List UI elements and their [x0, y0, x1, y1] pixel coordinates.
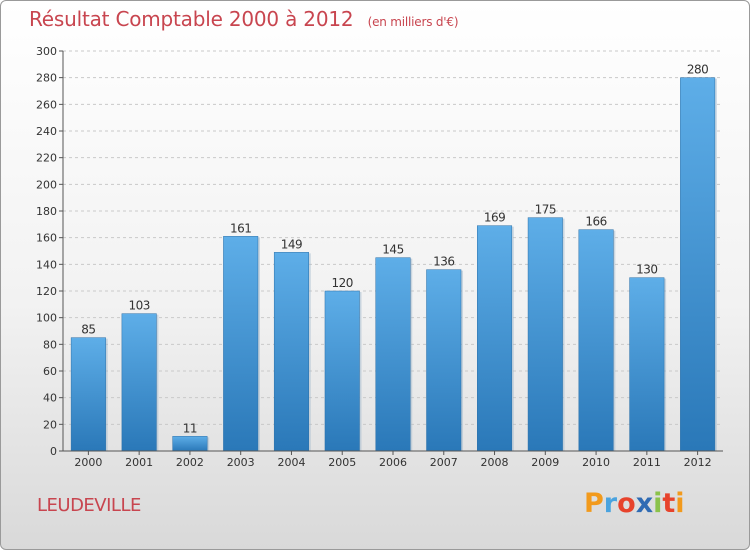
x-tick-label: 2011 — [633, 456, 661, 469]
x-tick-label: 2003 — [227, 456, 255, 469]
x-tick-label: 2001 — [125, 456, 153, 469]
bar-2012 — [680, 77, 716, 452]
x-tick-label: 2000 — [74, 456, 102, 469]
x-tick-label: 2008 — [481, 456, 509, 469]
logo-letter: x — [635, 488, 654, 519]
y-tick-label: 80 — [43, 338, 57, 351]
y-tick-label: 180 — [36, 205, 57, 218]
x-tick-label: 2010 — [582, 456, 610, 469]
bar-2002 — [172, 436, 208, 452]
bar-2003 — [223, 236, 259, 452]
bar-value-label: 136 — [433, 255, 454, 269]
x-tick-label: 2007 — [430, 456, 458, 469]
bar-value-label: 149 — [281, 237, 302, 251]
bar-value-label: 120 — [332, 276, 353, 290]
bar-2000 — [70, 337, 106, 452]
bar-2005 — [324, 290, 360, 452]
logo-letter: o — [617, 488, 636, 519]
chart-title-text: Résultat Comptable 2000 à 2012 — [29, 7, 354, 31]
y-tick-label: 300 — [36, 45, 57, 58]
bar-2007 — [426, 269, 462, 452]
bar-value-label: 280 — [687, 63, 708, 77]
y-axis: 0 20 40 60 80 100 120 140 160 180 200 220 240 260 280 3… — [36, 45, 64, 458]
bar-value-label: 11 — [183, 421, 197, 435]
y-tick-label: 120 — [36, 285, 57, 298]
bar-2011 — [629, 277, 665, 452]
x-tick-label: 2012 — [684, 456, 712, 469]
x-axis: 2000 2001 2002 2003 2004 2005 2006 2007 2008 2009… — [63, 450, 723, 469]
bar-2009 — [527, 217, 563, 452]
y-tick-label: 40 — [43, 392, 57, 405]
bar-value-label: 130 — [636, 263, 657, 277]
chart-title: Résultat Comptable 2000 à 2012 (en milli… — [29, 7, 459, 31]
bar-value-label: 161 — [230, 221, 251, 235]
bar-2004 — [273, 252, 309, 452]
y-tick-label: 220 — [36, 152, 57, 165]
bar-2001 — [121, 313, 157, 452]
x-tick-label: 2005 — [328, 456, 356, 469]
chart-subtitle: (en milliers d'€) — [367, 15, 459, 29]
y-tick-label: 200 — [36, 178, 57, 191]
bars: 85 103 11 161 149 120 145 136 169 175 166 130 280 — [70, 63, 717, 452]
bar-2006 — [375, 257, 411, 452]
bar-value-label: 169 — [484, 211, 505, 225]
y-tick-label: 100 — [36, 312, 57, 325]
y-tick-label: 280 — [36, 72, 57, 85]
y-tick-label: 0 — [50, 445, 57, 458]
x-tick-label: 2004 — [277, 456, 305, 469]
logo-letter: r — [603, 488, 618, 519]
logo-letter: P — [584, 488, 604, 519]
y-tick-label: 260 — [36, 98, 57, 111]
place-name: LEUDEVILLE — [37, 495, 141, 516]
y-tick-label: 160 — [36, 232, 57, 245]
y-tick-label: 60 — [43, 365, 57, 378]
x-tick-label: 2009 — [531, 456, 559, 469]
x-tick-label: 2002 — [176, 456, 204, 469]
y-tick-label: 240 — [36, 125, 57, 138]
bar-value-label: 175 — [535, 203, 556, 217]
y-tick-label: 20 — [43, 418, 57, 431]
bar-2010 — [578, 229, 614, 452]
bar-value-label: 166 — [585, 215, 606, 229]
x-tick-label: 2006 — [379, 456, 407, 469]
proxiti-logo: Proxiti — [584, 488, 685, 519]
bar-value-label: 85 — [81, 323, 95, 337]
bar-value-label: 103 — [128, 299, 149, 313]
bar-value-label: 145 — [382, 243, 403, 257]
logo-letter: i — [653, 488, 663, 519]
logo-letter: i — [675, 488, 685, 519]
bar-2008 — [477, 225, 513, 452]
logo-letter: t — [662, 488, 676, 519]
y-tick-label: 140 — [36, 258, 57, 271]
